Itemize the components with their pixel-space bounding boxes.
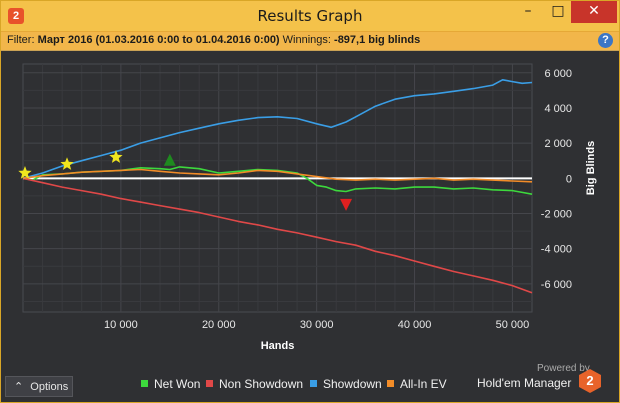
app-logo-icon: 2 [8,8,24,24]
legend-label: Showdown [323,377,382,391]
y-tick-label: -2 000 [541,209,572,221]
x-tick-label: 30 000 [300,319,334,331]
series-line-showdown [22,78,533,180]
options-label: Options [30,381,69,393]
winnings-value: -897,1 big blinds [334,34,421,46]
legend-swatch [141,380,148,387]
legend-swatch [387,380,394,387]
x-tick-label: 20 000 [202,319,236,331]
x-tick-label: 50 000 [496,319,530,331]
filter-value: Март 2016 (01.03.2016 0:00 to 01.04.2016… [37,34,280,46]
y-tick-label: 0 [566,173,572,185]
chevron-up-icon: ⌃ [14,381,24,393]
y-tick-label: 6 000 [544,68,572,80]
legend-item-non-showdown[interactable]: Non Showdown [206,377,303,391]
window-title: Results Graph [257,7,363,25]
x-axis-label: Hands [261,340,295,352]
legend-label: All-In EV [400,377,447,391]
title-bar[interactable]: 2 Results Graph – □ ✕ [1,1,619,31]
filter-bar: Filter: Март 2016 (01.03.2016 0:00 to 01… [1,31,619,51]
legend-swatch [206,380,213,387]
results-chart: 10 000 20 000 30 000 40 000 50 000 6 000 4 000… [18,63,597,352]
options-button[interactable]: ⌃ Options [5,376,73,397]
legend-label: Net Won [154,377,201,391]
close-button[interactable]: ✕ [571,1,617,23]
x-tick-label: 40 000 [398,319,432,331]
minimize-button[interactable]: – [524,3,532,19]
star-marker [18,166,32,179]
y-axis-label: Big Blinds [585,141,597,195]
filter-summary: Filter: Март 2016 (01.03.2016 0:00 to 01… [7,32,420,49]
triangle-down-marker [340,198,353,211]
legend-item-net-won[interactable]: Net Won [141,377,200,391]
star-marker [60,157,74,170]
legend-item-showdown[interactable]: Showdown [310,377,382,391]
triangle-up-marker [163,153,176,166]
y-tick-label: 2 000 [544,138,572,150]
brand-name: Hold'em Manager [477,376,572,390]
powered-by-label: Powered by [537,363,590,374]
y-tick-label: -4 000 [541,244,572,256]
y-tick-label: -6 000 [541,279,572,291]
legend-item-all-in-ev[interactable]: All-In EV [387,377,447,391]
legend-label: Non Showdown [219,377,304,391]
x-tick-label: 10 000 [104,319,138,331]
series-line-all-in-ev [22,168,533,183]
winnings-label: Winnings: [282,34,331,46]
series-line-non-showdown [22,177,533,294]
bottom-bar: ⌃ Options Net Won Non Showdown Showdown … [1,363,619,402]
y-tick-label: 4 000 [544,103,572,115]
help-icon[interactable]: ? [598,33,613,48]
maximize-button[interactable]: □ [551,3,565,19]
filter-label: Filter: [7,34,35,46]
legend-swatch [310,380,317,387]
star-marker [109,150,123,163]
brand-logo-icon: 2 [579,369,601,393]
